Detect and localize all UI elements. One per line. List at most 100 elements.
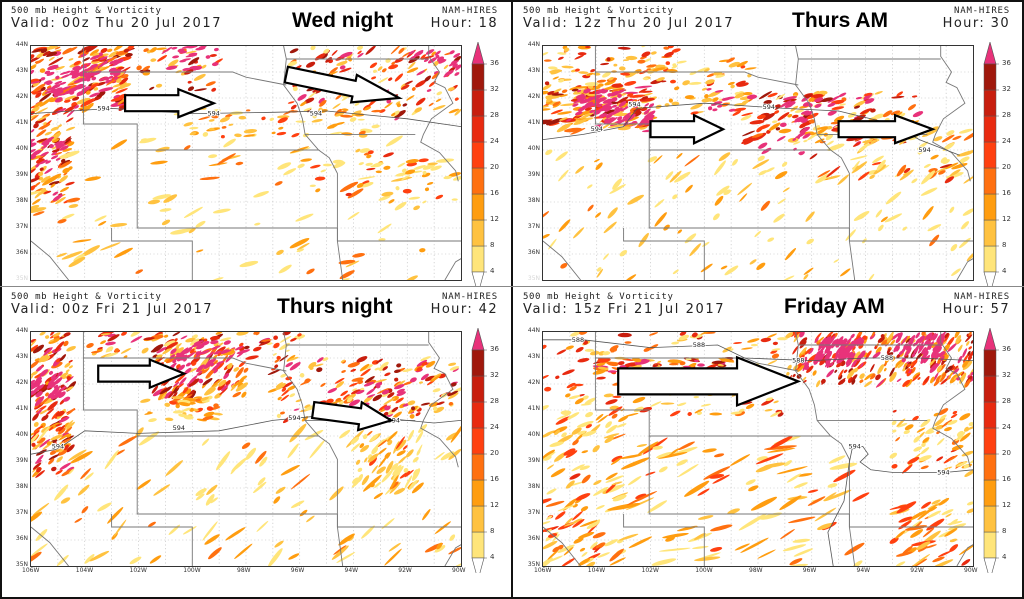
vorticity-cell [755,464,776,473]
vorticity-cell [85,46,100,53]
vorticity-cell [714,195,724,206]
vorticity-max-cell [34,383,39,387]
lon-tick-label: 102W [641,567,659,573]
vorticity-cell [596,505,605,510]
vorticity-cell [895,551,913,557]
vorticity-cell [55,469,63,475]
vorticity-cell [830,121,840,125]
vorticity-cell [941,466,953,472]
vorticity-cell [99,242,121,251]
vorticity-cell [153,484,171,496]
vorticity-max-cell [901,357,906,363]
vorticity-cell [55,65,65,71]
vorticity-cell [946,370,954,381]
vorticity-cell [170,229,189,235]
vorticity-cell [852,346,856,351]
vorticity-cell [334,377,345,384]
vorticity-max-cell [940,332,946,339]
vorticity-cell [299,509,308,517]
vorticity-cell [398,455,407,464]
vorticity-cell [895,530,906,539]
lat-tick-label: 35N [15,561,28,568]
lat-tick-label: 39N [527,171,540,178]
vorticity-cell [31,114,39,122]
vorticity-cell [416,359,428,367]
vorticity-cell [150,58,157,62]
vorticity-cell [45,408,55,416]
vorticity-cell [771,353,780,359]
vorticity-cell [676,60,687,64]
vorticity-cell [771,120,778,124]
vorticity-cell [31,80,41,84]
vorticity-cell [554,452,567,462]
vorticity-cell [39,96,53,108]
vorticity-cell [556,349,567,355]
vorticity-cell [436,91,443,96]
colorbar-bin [471,193,485,221]
vorticity-max-cell [50,88,57,94]
vorticity-cell [829,462,858,470]
colorbar-bin [983,349,997,377]
vorticity-cell [66,386,74,391]
vorticity-cell [928,506,938,512]
vorticity-cell [40,77,46,81]
vorticity-cell [241,391,247,398]
vorticity-max-cell [46,71,55,76]
vorticity-cell [773,400,779,404]
vorticity-cell [296,242,310,251]
vorticity-max-cell [609,91,620,97]
vorticity-cell [833,259,839,263]
vorticity-cell [603,253,609,260]
vorticity-max-cell [826,363,831,368]
vorticity-cell [671,65,678,69]
vorticity-cell [58,416,70,423]
vorticity-cell [557,544,564,550]
vorticity-cell [875,209,883,218]
vorticity-max-cell [363,381,375,387]
colorbar-bin [471,141,485,169]
vorticity-cell [450,382,457,387]
vorticity-cell [233,367,240,372]
vorticity-max-cell [204,361,214,369]
vorticity-cell [36,138,47,143]
colorbar-bin [471,531,485,559]
state-borders [543,332,973,566]
vorticity-cell [827,143,845,151]
vorticity-cell [443,64,449,70]
vorticity-cell [366,388,376,395]
vorticity-cell [377,447,387,455]
vorticity-cell [781,161,788,167]
colorbar-label: 8 [490,241,495,249]
colorbar-bin [983,141,997,169]
vorticity-cell [563,521,578,527]
vorticity-cell [113,46,125,51]
colorbar-label: 20 [1002,449,1011,457]
lat-tick-label: 42N [527,379,540,386]
lon-tick-label: 106W [534,567,552,573]
vorticity-cell [391,112,396,117]
vorticity-max-cell [633,103,639,109]
vorticity-cell [135,269,144,274]
vorticity-cell [280,394,290,402]
vorticity-cell [705,79,715,85]
vorticity-cell [394,377,399,382]
vorticity-max-cell [581,104,590,110]
vorticity-cell [45,335,50,339]
state-border [932,46,971,182]
vorticity-cell [331,545,349,560]
vorticity-max-cell [849,352,854,358]
vorticity-cell [712,213,720,221]
vorticity-cell [744,67,757,70]
vorticity-max-cell [176,352,181,357]
vorticity-cell [689,243,702,257]
vorticity-max-cell [195,46,206,51]
vorticity-cell [225,380,231,386]
vorticity-cell [959,149,973,156]
vorticity-max-cell [934,352,940,360]
vorticity-cell [349,382,358,387]
vorticity-cell [111,88,119,93]
vorticity-cell [809,153,818,160]
vorticity-cell [409,414,415,419]
vorticity-cell [217,349,223,357]
vorticity-cell [671,101,680,106]
